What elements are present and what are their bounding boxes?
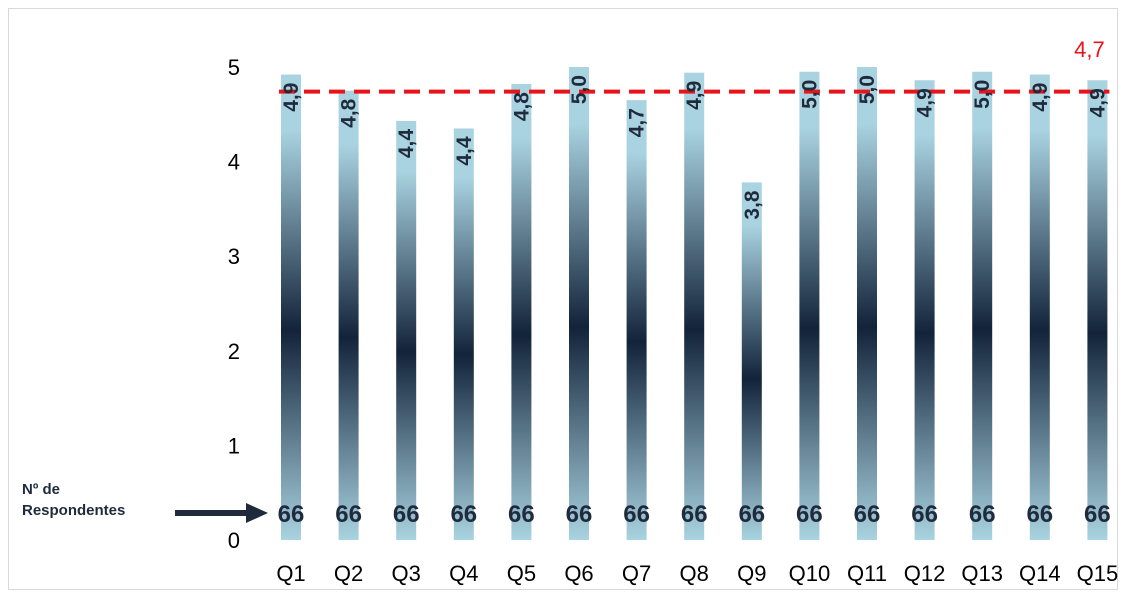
- respondents-q5: 66: [508, 501, 535, 528]
- value-label-q2: 4,8: [338, 98, 361, 128]
- category-label-q15: Q15: [1077, 561, 1119, 586]
- category-label-q11: Q11: [847, 561, 887, 586]
- value-label-q10: 5,0: [798, 80, 821, 109]
- bar-q14: [1029, 74, 1050, 541]
- respondents-q1: 66: [278, 501, 305, 528]
- respondents-q4: 66: [450, 501, 477, 528]
- bar-q11: [857, 67, 877, 540]
- y-tick-label-5: 5: [228, 55, 240, 80]
- category-label-q7: Q7: [622, 561, 651, 586]
- bars: [281, 67, 1108, 541]
- value-label-q11: 5,0: [856, 75, 879, 104]
- respondents-q3: 66: [393, 501, 420, 528]
- value-label-q3: 4,4: [395, 129, 418, 159]
- bar-q12: [914, 80, 935, 540]
- value-label-q12: 4,9: [914, 88, 937, 117]
- average-group: 4,7: [279, 37, 1110, 94]
- category-label-q3: Q3: [392, 561, 421, 586]
- category-label-q4: Q4: [449, 561, 478, 586]
- category-label-q9: Q9: [737, 561, 766, 586]
- chart-frame: [8, 8, 1118, 590]
- y-tick-label-1: 1: [228, 433, 240, 458]
- category-label-q13: Q13: [961, 561, 1003, 586]
- respondents-q9: 66: [738, 501, 765, 528]
- respondents-q2: 66: [335, 501, 362, 528]
- value-label-q6: 5,0: [568, 75, 591, 104]
- annotation-line-1: Nº de: [22, 481, 60, 498]
- respondents-q7: 66: [623, 501, 650, 528]
- bar-q15: [1087, 80, 1108, 540]
- category-label-q8: Q8: [680, 561, 709, 586]
- value-label-q1: 4,9: [280, 83, 303, 112]
- value-label-q8: 4,9: [683, 81, 706, 110]
- value-label-q9: 3,8: [741, 190, 764, 220]
- category-label-q1: Q1: [276, 561, 305, 586]
- respondents-q10: 66: [796, 501, 823, 528]
- category-label-q2: Q2: [334, 561, 363, 586]
- value-label-q7: 4,7: [626, 108, 649, 137]
- value-label-q14: 4,9: [1029, 83, 1052, 112]
- y-axis: 0 1 2 3 4 5: [228, 55, 240, 553]
- value-label-q15: 4,9: [1086, 88, 1109, 117]
- annotation-arrow-head: [246, 503, 268, 523]
- y-tick-label-3: 3: [228, 244, 240, 269]
- bar-q8: [684, 72, 705, 541]
- respondents-q13: 66: [969, 501, 996, 528]
- respondents-q6: 66: [566, 501, 593, 528]
- bar-q3: [396, 120, 417, 540]
- respondents-q8: 66: [681, 501, 708, 528]
- respondents-q12: 66: [911, 501, 938, 528]
- y-tick-label-4: 4: [228, 150, 240, 175]
- category-label-q5: Q5: [507, 561, 536, 586]
- category-labels: Q1 Q2 Q3 Q4 Q5 Q6 Q7 Q8 Q9 Q10 Q11 Q12 Q13 Q14 Q15: [276, 561, 1118, 586]
- category-label-q12: Q12: [904, 561, 946, 586]
- y-tick-label-2: 2: [228, 339, 240, 364]
- respondents-q15: 66: [1084, 501, 1111, 528]
- category-label-q10: Q10: [789, 561, 831, 586]
- average-label: 4,7: [1074, 37, 1105, 62]
- bar-q10: [799, 71, 820, 540]
- value-label-q5: 4,8: [510, 92, 533, 122]
- bar-q5: [511, 84, 532, 540]
- bar-q13: [972, 71, 993, 540]
- bar-q2: [338, 90, 359, 541]
- respondents-annotation: Nº de Respondentes: [22, 481, 268, 523]
- respondent-labels: 66 66 66 66 66 66 66 66 66 66 66 66 66 66 66: [278, 501, 1111, 528]
- value-labels: 4,9 4,8 4,4 4,4 4,8 5,0 4,7 4,9 3,8 5,0 5,0 4,9 5,0 4…: [280, 75, 1109, 220]
- category-label-q6: Q6: [564, 561, 593, 586]
- value-label-q4: 4,4: [453, 136, 476, 166]
- bar-q9: [741, 182, 762, 541]
- annotation-line-2: Respondentes: [22, 502, 125, 519]
- y-tick-label-0: 0: [228, 528, 240, 553]
- bar-q1: [281, 74, 301, 541]
- category-label-q14: Q14: [1019, 561, 1061, 586]
- bar-q6: [569, 67, 589, 540]
- bar-q4: [453, 128, 474, 541]
- value-label-q13: 5,0: [971, 80, 994, 109]
- respondents-q11: 66: [854, 501, 881, 528]
- respondents-q14: 66: [1026, 501, 1053, 528]
- bar-q7: [626, 100, 647, 541]
